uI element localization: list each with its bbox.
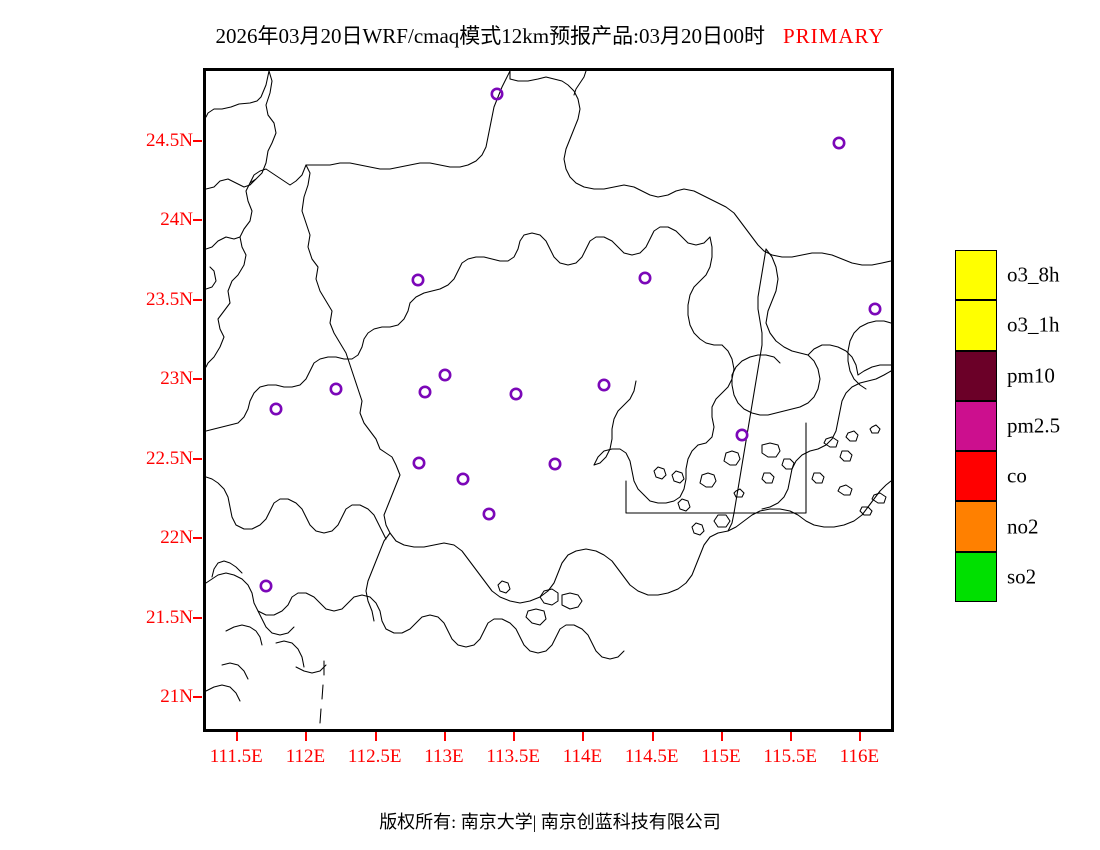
station-marker[interactable] (548, 457, 562, 471)
legend-swatch (955, 400, 997, 452)
x-axis-label: 112E (285, 746, 326, 767)
station-marker[interactable] (259, 579, 273, 593)
x-axis-tick (236, 732, 239, 741)
y-axis-tick (193, 457, 202, 460)
station-marker[interactable] (412, 456, 426, 470)
legend-swatch (955, 501, 997, 552)
legend-label: co (1007, 463, 1027, 488)
x-axis-label: 114E (562, 746, 603, 767)
y-axis-tick (193, 537, 202, 540)
y-axis-tick (193, 696, 202, 699)
station-marker[interactable] (868, 302, 882, 316)
chart-title: 2026年03月20日WRF/cmaq模式12km预报产品:03月20日00时 P… (0, 20, 1100, 50)
legend-row[interactable]: so2 (955, 551, 1036, 603)
y-axis-label: 23N (160, 368, 193, 390)
legend-label: o3_8h (1007, 262, 1060, 287)
legend-label: o3_1h (1007, 312, 1060, 337)
x-axis-label: 115E (701, 746, 741, 767)
pollutant-legend[interactable]: o3_8h o3_1h pm10 pm2.5 co no2 so2 (955, 250, 1060, 603)
x-axis-label: 116E (839, 746, 880, 767)
legend-swatch (955, 451, 997, 502)
y-axis-label: 21N (160, 686, 193, 708)
title-main-text: 2026年03月20日WRF/cmaq模式12km预报产品:03月20日00时 (215, 24, 765, 48)
x-axis-tick (859, 732, 862, 741)
legend-label: pm10 (1007, 363, 1055, 388)
legend-row[interactable]: co (955, 451, 1027, 502)
x-axis-tick (651, 732, 654, 741)
legend-label: no2 (1007, 514, 1039, 539)
y-axis-tick (193, 298, 202, 301)
y-axis-label: 23.5N (146, 288, 193, 310)
x-axis-tick (720, 732, 723, 741)
legend-row[interactable]: o3_1h (955, 300, 1060, 351)
legend-row[interactable]: pm2.5 (955, 400, 1060, 452)
map-plot-area[interactable] (203, 68, 894, 732)
x-axis-tick (305, 732, 308, 741)
legend-label: so2 (1007, 564, 1037, 589)
x-axis-label: 113.5E (486, 746, 541, 767)
station-marker[interactable] (735, 428, 749, 442)
station-marker[interactable] (269, 402, 283, 416)
legend-row[interactable]: pm10 (955, 350, 1055, 401)
station-marker[interactable] (418, 385, 432, 399)
y-axis-tick (193, 219, 202, 222)
x-axis-tick (513, 732, 516, 741)
station-marker[interactable] (411, 273, 425, 287)
station-marker[interactable] (832, 136, 846, 150)
x-axis-label: 113E (424, 746, 464, 767)
copyright-footer: 版权所有: 南京大学| 南京创蓝科技有限公司 (379, 812, 721, 832)
station-marker[interactable] (509, 387, 523, 401)
station-marker[interactable] (329, 382, 343, 396)
x-axis-label: 111.5E (209, 746, 263, 767)
station-marker[interactable] (438, 368, 452, 382)
y-axis-tick (193, 378, 202, 381)
y-axis-label: 24N (160, 209, 193, 231)
station-marker[interactable] (597, 378, 611, 392)
y-axis-tick (193, 616, 202, 619)
legend-swatch (955, 551, 997, 603)
legend-row[interactable]: o3_8h (955, 250, 1060, 301)
legend-swatch (955, 300, 997, 351)
map-geography (206, 71, 891, 724)
x-axis-label: 115.5E (763, 746, 817, 767)
station-marker[interactable] (456, 472, 470, 486)
y-axis-label: 22.5N (146, 447, 193, 469)
station-marker[interactable] (638, 271, 652, 285)
legend-swatch (955, 350, 997, 401)
x-axis-label: 112.5E (347, 746, 402, 767)
y-axis-label: 24.5N (146, 130, 193, 152)
legend-row[interactable]: no2 (955, 501, 1039, 552)
y-axis-label: 21.5N (146, 606, 193, 628)
y-axis-label: 22N (160, 527, 193, 549)
legend-label: pm2.5 (1007, 413, 1061, 438)
x-axis-tick (374, 732, 377, 741)
x-axis-label: 114.5E (624, 746, 679, 767)
x-axis-tick (443, 732, 446, 741)
station-marker[interactable] (482, 507, 496, 521)
legend-swatch (955, 250, 997, 301)
x-axis-tick (582, 732, 585, 741)
x-axis-tick (790, 732, 793, 741)
title-primary-text: PRIMARY (782, 24, 885, 48)
y-axis-tick (193, 140, 202, 143)
station-marker[interactable] (490, 87, 504, 101)
